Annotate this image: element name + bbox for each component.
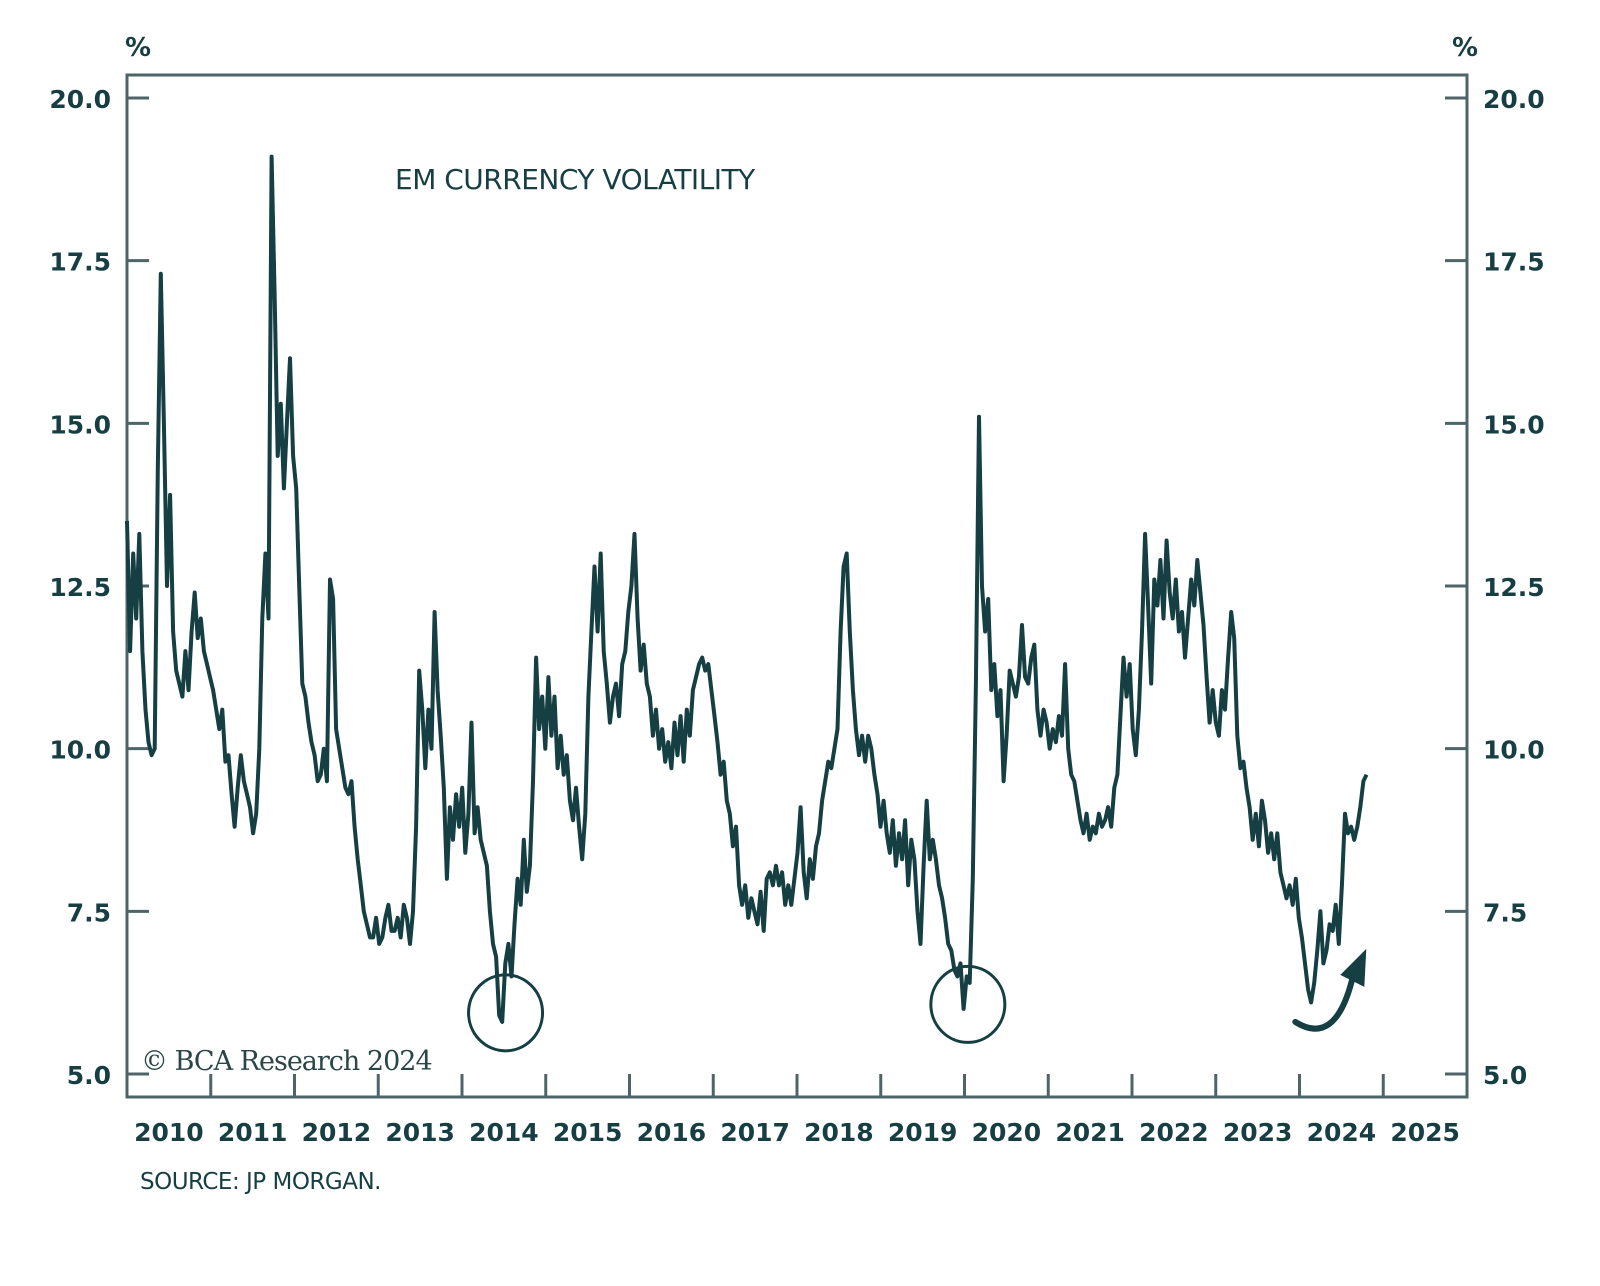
y-axis-ticks: 5.0 5.0 7.5 7.5 10.0 10.0 12.5 12.5 15.0 15.0 17.5… <box>49 85 1544 1090</box>
x-tick-label: 2012 <box>302 1118 372 1147</box>
y-tick-label-right: 20.0 <box>1483 85 1545 114</box>
y-tick-label-right: 12.5 <box>1483 573 1545 602</box>
x-tick-label: 2019 <box>888 1118 958 1147</box>
rebound-arrow <box>1292 975 1356 1032</box>
highlight-circle <box>929 964 1007 1044</box>
chart-title: EM CURRENCY VOLATILITY <box>395 163 756 196</box>
y-tick-label-right: 7.5 <box>1483 898 1527 927</box>
y-tick-label-left: 12.5 <box>49 573 111 602</box>
y-tick-label-left: 15.0 <box>49 410 111 439</box>
x-tick-label: 2013 <box>385 1118 455 1147</box>
x-tick-label: 2022 <box>1139 1118 1209 1147</box>
y-tick-label-left: 7.5 <box>67 898 111 927</box>
x-tick-label: 2021 <box>1055 1118 1125 1147</box>
x-tick-label: 2011 <box>218 1118 288 1147</box>
x-tick-label: 2020 <box>972 1118 1042 1147</box>
x-tick-label: 2014 <box>469 1118 539 1147</box>
bca-watermark: © BCA Research 2024 <box>141 1046 432 1077</box>
series-line-em-currency-volatility <box>125 154 1369 1024</box>
x-tick-label: 2017 <box>720 1118 790 1147</box>
y-tick-label-right: 15.0 <box>1483 410 1545 439</box>
x-tick-label: 2024 <box>1307 1118 1377 1147</box>
x-tick-label: 2015 <box>553 1118 623 1147</box>
arrow-head-icon <box>1340 948 1367 987</box>
source-note: SOURCE: JP MORGAN. <box>140 1169 381 1195</box>
right-axis-unit: % <box>1452 33 1478 63</box>
x-tick-label: 2018 <box>804 1118 874 1147</box>
x-tick-label: 2023 <box>1223 1118 1293 1147</box>
y-tick-label-right: 5.0 <box>1483 1061 1527 1090</box>
y-tick-label-left: 20.0 <box>49 85 111 114</box>
highlight-circle <box>467 973 545 1053</box>
x-tick-label: 2016 <box>637 1118 707 1147</box>
y-tick-label-left: 17.5 <box>49 248 111 277</box>
y-tick-label-left: 5.0 <box>67 1061 111 1090</box>
left-axis-unit: % <box>125 33 151 63</box>
x-tick-label: 2010 <box>134 1118 204 1147</box>
y-tick-label-left: 10.0 <box>49 736 111 765</box>
x-axis-ticks: 2010 2011 2012 2013 2014 2015 2016 2017 2018 2019… <box>134 1074 1460 1147</box>
y-tick-label-right: 17.5 <box>1483 248 1545 277</box>
y-tick-label-right: 10.0 <box>1483 736 1545 765</box>
annotations <box>467 948 1367 1053</box>
x-tick-label: 2025 <box>1390 1118 1460 1147</box>
